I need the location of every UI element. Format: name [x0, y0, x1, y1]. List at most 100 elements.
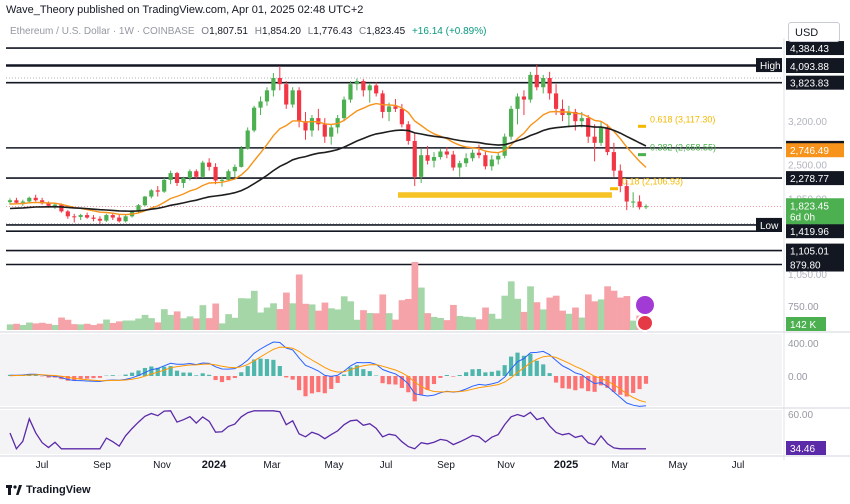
macd-histogram [309, 376, 315, 394]
spark-icon[interactable] [636, 296, 654, 314]
volume-bar [205, 318, 213, 330]
candle-body [586, 118, 591, 137]
macd-histogram [611, 376, 616, 392]
candle-body [14, 200, 19, 203]
ema50-badge: 2,746.49 [790, 146, 829, 157]
candle-body [104, 215, 109, 221]
macd-pane [0, 334, 782, 406]
volume-bar [366, 313, 374, 330]
macd-histogram [354, 365, 359, 376]
fib-label: 0.382 (2,658.55) [650, 143, 716, 153]
ema200-line [9, 124, 647, 213]
currency-button[interactable]: USD [788, 22, 840, 42]
level-badge: 4,384.43 [790, 44, 829, 55]
volume-bar [295, 274, 303, 330]
current-price: 1,823.45 [790, 201, 829, 212]
macd-histogram [194, 375, 199, 376]
macd-histogram [637, 376, 642, 390]
candle-body [7, 200, 13, 203]
volume-bar [584, 294, 592, 330]
candle-body [162, 179, 167, 192]
rsi-pane [0, 410, 782, 454]
rsi-line [9, 410, 646, 451]
candle-body [419, 155, 424, 177]
candle-body [541, 77, 546, 88]
candle-body [496, 155, 501, 160]
candle-body [200, 162, 205, 177]
macd-histogram [509, 356, 514, 376]
current-price-bg [786, 198, 844, 225]
candle-body [393, 106, 398, 109]
volume-bar [45, 323, 53, 330]
volume-bar [597, 299, 605, 330]
volume-bar [552, 295, 560, 330]
volume-bar [405, 298, 412, 330]
volume-bar [135, 318, 142, 330]
volume-bar [372, 313, 380, 330]
candle-body [476, 152, 482, 156]
level-badge-bg [786, 58, 844, 73]
candle-body [592, 136, 597, 143]
volume-bar [424, 313, 432, 330]
candle-body [155, 190, 160, 192]
macd-histogram [502, 365, 507, 376]
volume-bar [218, 323, 226, 330]
volume-bar [148, 318, 155, 330]
symbol-name[interactable]: Ethereum / U.S. Dollar · 1W · COINBASE [10, 26, 195, 37]
high-value: 1,854.20 [262, 26, 301, 37]
flag-icon[interactable] [636, 314, 654, 332]
volume-bar [225, 314, 232, 330]
rsi-value: 34.46 [790, 444, 815, 455]
candle-body [20, 201, 25, 203]
macd-histogram [579, 376, 584, 389]
candle-body [406, 124, 411, 141]
macd-histogram [457, 375, 462, 376]
candle-body [309, 118, 315, 131]
macd-histogram [174, 370, 180, 376]
volume-bar [160, 309, 168, 330]
candle-body [509, 108, 514, 137]
level-badge-bg [786, 41, 844, 56]
time-tick: Jul [380, 460, 393, 471]
macd-histogram [78, 376, 83, 380]
volume-bar [540, 309, 547, 330]
time-tick: 2024 [202, 459, 227, 471]
macd-histogram [322, 376, 327, 394]
candle-body [194, 171, 199, 177]
macd-histogram [521, 355, 527, 376]
macd-histogram [213, 376, 218, 381]
low-value: 1,776.43 [313, 26, 353, 37]
volume-bar [283, 292, 290, 330]
level-tag-bg [756, 58, 782, 73]
volume-badge-bg [786, 317, 826, 331]
level-badge-bg [786, 257, 844, 272]
level-badge-bg [786, 171, 844, 186]
candle-body [464, 158, 469, 164]
volume-bar [578, 317, 586, 330]
macd-histogram [162, 366, 167, 376]
macd-histogram [52, 376, 58, 378]
candle-body [252, 107, 257, 131]
candle-body [643, 206, 649, 208]
macd-histogram [181, 372, 186, 376]
volume-bar [347, 301, 354, 330]
price-tick: 2,500.00 [788, 160, 827, 171]
macd-histogram [123, 374, 128, 376]
candle-body [271, 77, 276, 91]
candle-body [226, 171, 231, 180]
candle-body [322, 124, 327, 137]
macd-histogram [284, 376, 289, 378]
macd-histogram [419, 376, 424, 395]
volume-bar [244, 298, 252, 330]
macd-histogram [624, 376, 629, 397]
macd-histogram [476, 369, 482, 376]
low-label: L [307, 26, 314, 37]
main-pane [0, 40, 782, 258]
macd-histogram [470, 369, 475, 376]
candle-body [207, 162, 212, 167]
macd-histogram [264, 359, 270, 376]
change-value: +16.14 (+0.89%) [411, 26, 487, 37]
volume-bar [321, 302, 329, 330]
volume-bar [90, 325, 98, 330]
